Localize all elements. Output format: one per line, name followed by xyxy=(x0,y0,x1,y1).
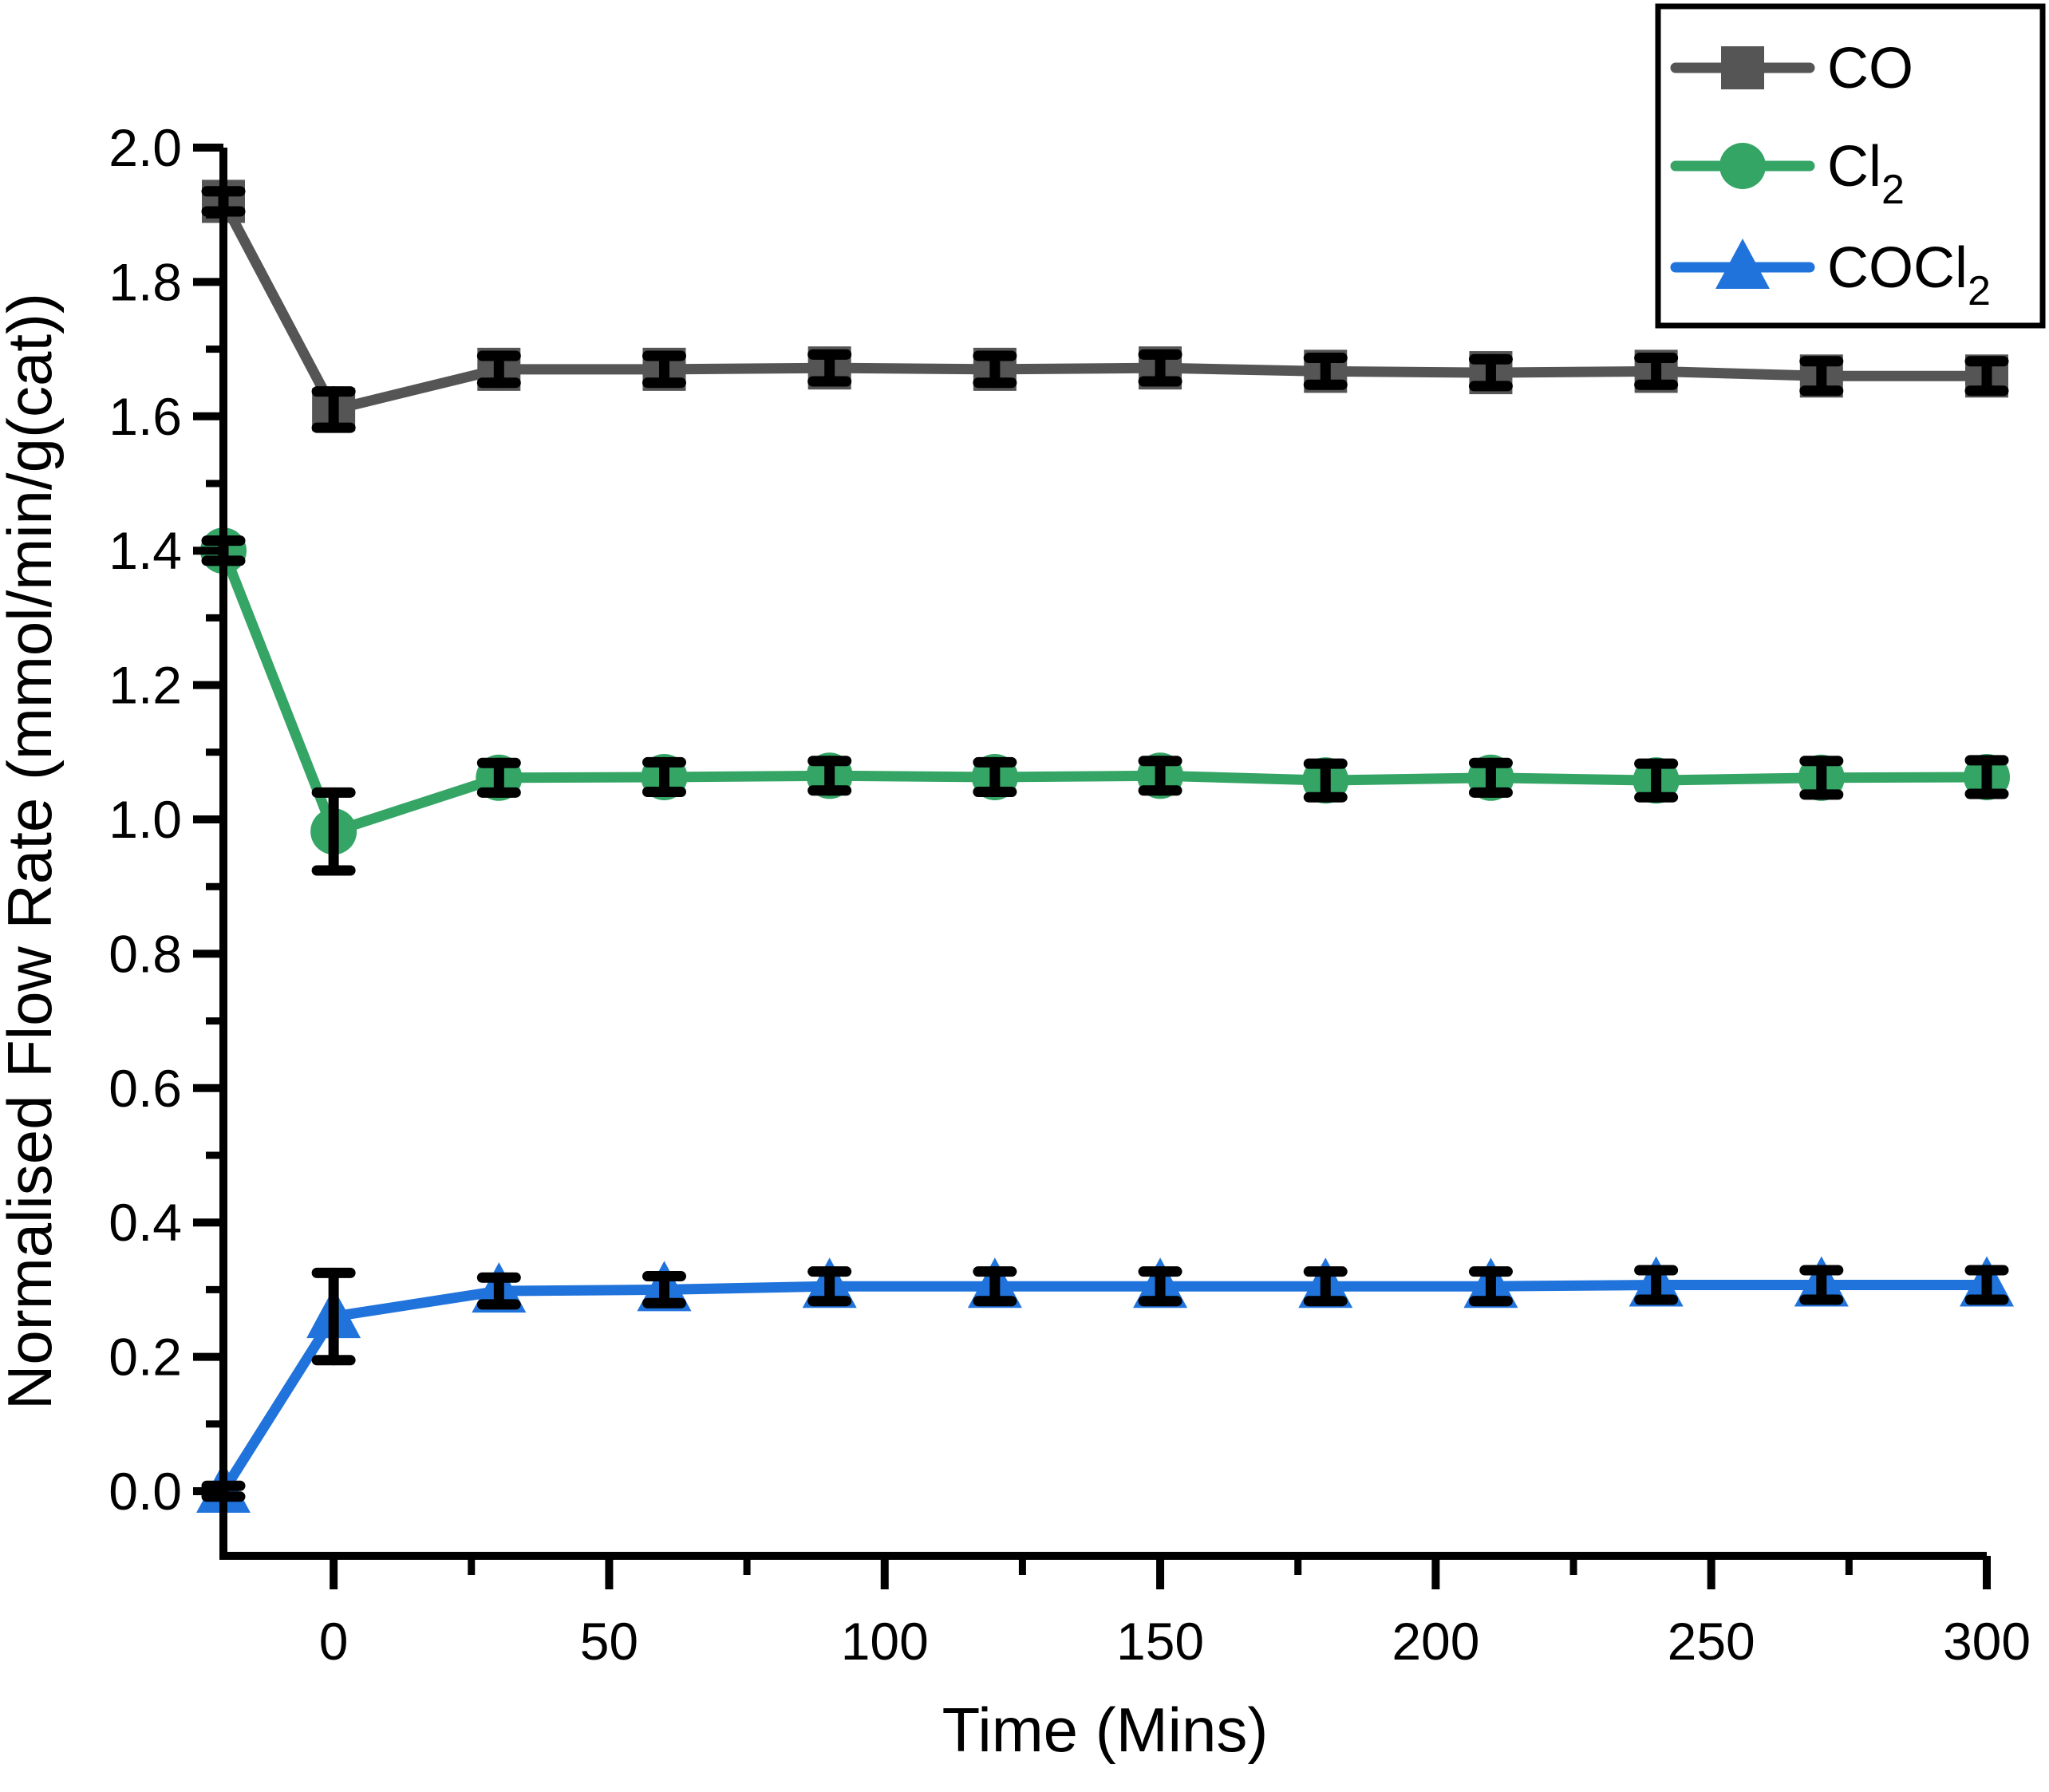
cl2-error-bar xyxy=(642,756,686,797)
y-tick-label: 0.2 xyxy=(109,1328,182,1387)
y-tick-label: 0.0 xyxy=(109,1462,182,1521)
legend-label: CO xyxy=(1827,37,1913,101)
cl2-error-bar xyxy=(1634,758,1679,803)
y-tick-label: 1.0 xyxy=(109,790,182,849)
co-error-bar xyxy=(1468,353,1513,392)
co-error-bar xyxy=(807,349,852,387)
co-error-bar xyxy=(1799,356,1844,397)
cocl2-error-bar xyxy=(311,1267,356,1366)
axes-layer: 0.0 0.2 0.4 0.6 0.8 1.0 1.2 1.4 1.6 1.8 2.0 0 50 100 1… xyxy=(109,118,2031,1671)
cocl2-error-bar xyxy=(642,1271,686,1308)
legend-swatch-marker xyxy=(1715,239,1770,289)
y-tick-label: 0.6 xyxy=(109,1059,182,1118)
y-tick-label: 1.6 xyxy=(109,387,182,446)
legend-label: Cl2 xyxy=(1827,135,1905,213)
x-tick-label: 200 xyxy=(1392,1612,1479,1671)
x-tick-label: 0 xyxy=(319,1612,349,1671)
x-tick-label: 250 xyxy=(1668,1612,1755,1671)
cl2-error-bar xyxy=(476,757,521,798)
co-error-bar xyxy=(1964,356,2009,397)
x-tick-label: 150 xyxy=(1116,1612,1204,1671)
legend-item-co: CO xyxy=(1670,37,1913,101)
y-tick-label: 1.2 xyxy=(109,656,182,715)
co-error-bar xyxy=(973,350,1017,389)
y-tick-label: 1.8 xyxy=(109,252,182,311)
y-tick-label: 0.8 xyxy=(109,924,182,983)
cl2-error-bar xyxy=(311,787,356,876)
legend-item-cl2: Cl2 xyxy=(1670,135,1905,213)
cl2-error-bar xyxy=(1303,758,1348,803)
y-tick-label: 1.4 xyxy=(109,521,182,580)
cocl2-error-bar xyxy=(973,1266,1017,1307)
cocl2-line xyxy=(218,1280,1992,1497)
y-tick-label: 2.0 xyxy=(109,118,182,177)
legend-item-cocl2: COCl2 xyxy=(1670,236,1991,314)
co-error-bar xyxy=(642,350,686,389)
x-tick-label: 100 xyxy=(841,1612,929,1671)
y-tick-label: 0.4 xyxy=(109,1193,182,1252)
x-axis-title: Time (Mins) xyxy=(942,1695,1269,1765)
cocl2-error-bar xyxy=(1468,1266,1513,1307)
x-tick-label: 50 xyxy=(580,1612,638,1671)
cl2-error-bar xyxy=(1964,755,2009,799)
cocl2-error-bar xyxy=(1799,1265,1844,1305)
co-error-bar xyxy=(1303,353,1348,390)
x-tick-label: 300 xyxy=(1943,1612,2031,1671)
cl2-error-bar xyxy=(1799,756,1844,800)
co-error-bar xyxy=(476,350,521,389)
legend-swatch-marker xyxy=(1721,46,1764,89)
co-line xyxy=(218,195,1992,415)
cl2-error-bar xyxy=(1138,756,1182,796)
co-error-bar xyxy=(1138,349,1182,387)
cocl2-error-bar xyxy=(1138,1266,1182,1307)
cocl2-error-bar xyxy=(1964,1265,2009,1305)
series-layer xyxy=(196,180,2014,1513)
cocl2-error-bar xyxy=(476,1272,521,1310)
co-error-bar xyxy=(1634,353,1679,390)
legend-label: COCl2 xyxy=(1827,236,1991,314)
cocl2-error-bar xyxy=(1303,1266,1348,1307)
cocl2-error-bar xyxy=(807,1266,852,1307)
cl2-error-bar xyxy=(1468,757,1513,798)
cl2-line xyxy=(218,545,1992,837)
cl2-error-bar xyxy=(807,756,852,796)
co-error-bar xyxy=(311,386,356,433)
legend-swatch-marker xyxy=(1719,143,1766,189)
y-axis-title: Normalised Flow Rate (mmol/min/g(cat)) xyxy=(0,293,65,1410)
cl2-error-bar xyxy=(973,756,1017,797)
cocl2-error-bar xyxy=(1634,1265,1679,1305)
